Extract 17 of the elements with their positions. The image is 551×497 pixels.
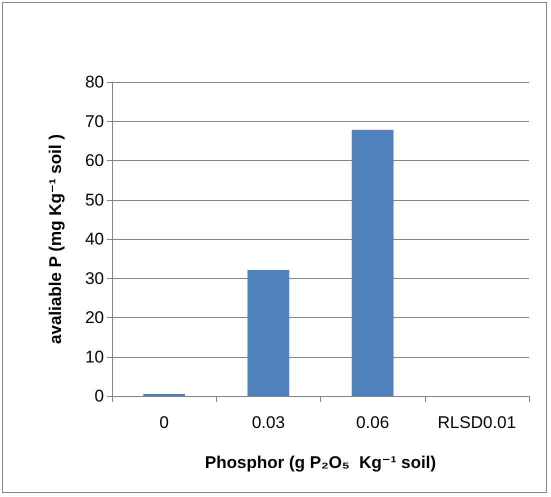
bar <box>248 270 290 396</box>
y-tick-label: 20 <box>85 308 104 327</box>
x-tick-label: 0.03 <box>252 413 285 432</box>
y-tick-label: 0 <box>94 386 104 406</box>
x-tick-label: 0.06 <box>356 413 390 432</box>
y-tick-label: 80 <box>85 72 104 92</box>
y-tick-label: 40 <box>85 230 104 248</box>
y-tick-label: 30 <box>85 268 104 288</box>
x-tick-label: RLSD0.01 <box>438 413 516 432</box>
y-axis-title: avaliable P (mg Kg⁻¹ soil ) <box>46 134 65 344</box>
y-tick-label: 60 <box>85 151 104 170</box>
x-axis-title: Phosphor (g P₂O₅ Kg⁻¹ soil) <box>204 453 436 472</box>
x-tick-label: 0 <box>159 413 169 432</box>
y-tick-label: 10 <box>85 347 104 366</box>
y-tick-label: 70 <box>85 112 104 131</box>
bar <box>352 130 394 396</box>
y-tick-label: 50 <box>85 190 104 210</box>
